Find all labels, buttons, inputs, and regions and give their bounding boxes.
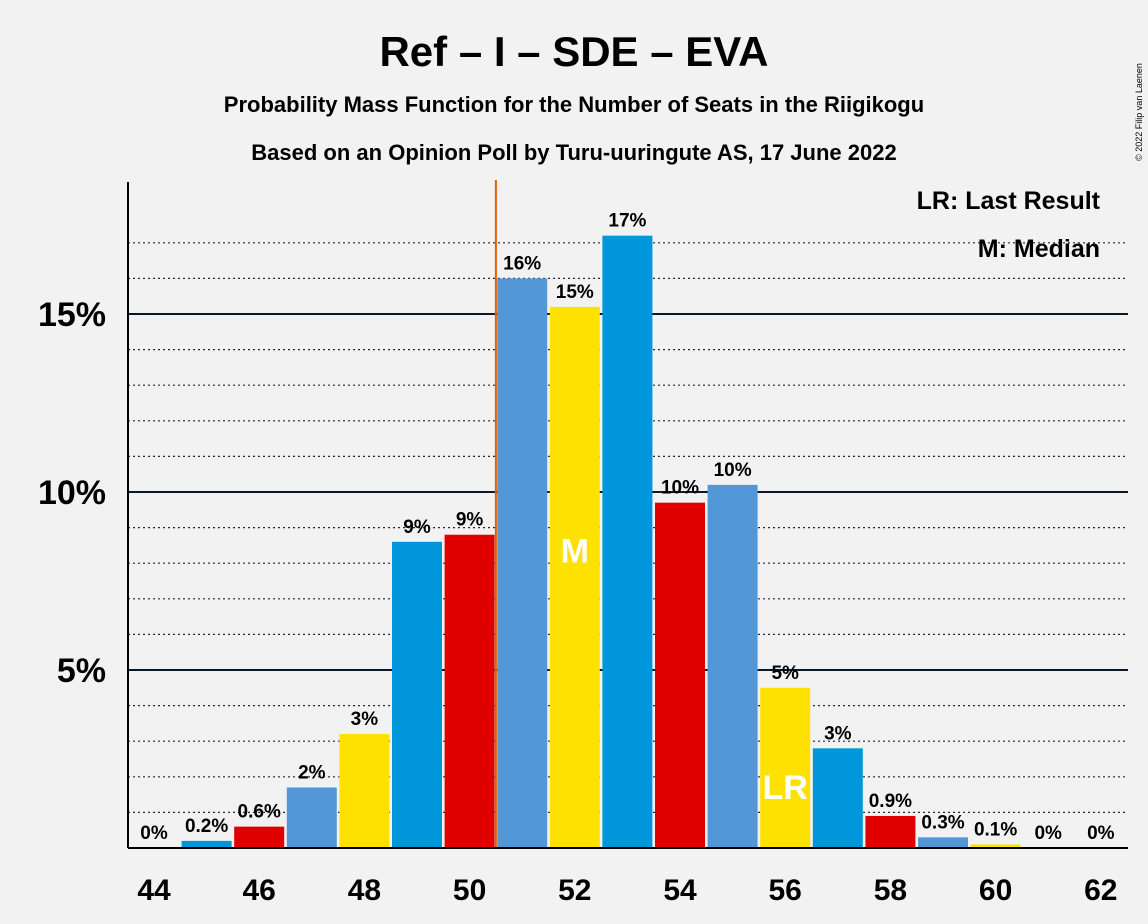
x-tick-label: 62 bbox=[1084, 874, 1117, 907]
value-label-seat-51: 16% bbox=[503, 253, 541, 274]
bar-seat-60 bbox=[970, 844, 1021, 848]
bar-seat-58 bbox=[865, 815, 916, 848]
chart-subtitle-poll: Based on an Opinion Poll by Turu-uuringu… bbox=[251, 140, 896, 165]
bar-seat-53 bbox=[602, 235, 653, 848]
value-label-seat-56: 5% bbox=[771, 663, 799, 684]
value-label-seat-59: 0.3% bbox=[921, 812, 964, 833]
y-tick-label: 5% bbox=[57, 652, 106, 690]
bar-seat-50 bbox=[444, 534, 495, 848]
bars bbox=[181, 235, 1021, 848]
bar-seat-46 bbox=[234, 826, 285, 848]
x-tick-label: 58 bbox=[874, 874, 907, 907]
x-tick-label: 52 bbox=[558, 874, 591, 907]
x-tick-label: 48 bbox=[348, 874, 381, 907]
value-label-seat-44: 0% bbox=[140, 823, 168, 844]
bar-seat-57 bbox=[812, 748, 863, 848]
bar-seat-56 bbox=[760, 687, 811, 848]
value-label-seat-62: 0% bbox=[1087, 823, 1115, 844]
x-tick-label: 56 bbox=[769, 874, 802, 907]
bar-seat-49 bbox=[392, 541, 442, 848]
value-label-seat-45: 0.2% bbox=[185, 816, 228, 837]
y-tick-label: 10% bbox=[38, 474, 106, 512]
value-label-seat-54: 10% bbox=[661, 478, 699, 499]
x-tick-label: 60 bbox=[979, 874, 1012, 907]
x-tick-label: 44 bbox=[137, 874, 171, 907]
value-label-seat-50: 9% bbox=[456, 510, 484, 531]
legend-median: M: Median bbox=[978, 235, 1100, 263]
value-label-seat-48: 3% bbox=[351, 709, 379, 730]
y-tick-label: 15% bbox=[38, 296, 106, 334]
bar-seat-47 bbox=[286, 787, 337, 848]
copyright-credit: © 2022 Filip van Laenen bbox=[1134, 63, 1144, 161]
value-labels: 0% 0.2% 0.6% 2% 3% 9% 9% 16% 15% 17% 10% 10% 5% 3% 0.9… bbox=[140, 211, 1114, 844]
value-label-seat-47: 2% bbox=[298, 762, 326, 783]
chart-subtitle-method: Probability Mass Function for the Number… bbox=[224, 92, 924, 117]
value-label-seat-52: 15% bbox=[556, 282, 594, 303]
bar-seat-51 bbox=[497, 278, 548, 848]
bar-seat-48 bbox=[339, 734, 390, 848]
bar-seat-59 bbox=[918, 837, 968, 848]
x-tick-label: 54 bbox=[663, 874, 697, 907]
median-marker: M bbox=[561, 532, 589, 570]
legend-last-result: LR: Last Result bbox=[917, 187, 1101, 215]
value-label-seat-55: 10% bbox=[714, 460, 752, 481]
bar-seat-55 bbox=[707, 484, 758, 848]
chart-title: Ref – I – SDE – EVA bbox=[379, 28, 768, 75]
last-result-marker: LR bbox=[763, 769, 808, 807]
bar-seat-45 bbox=[181, 840, 232, 848]
value-label-seat-57: 3% bbox=[824, 723, 852, 744]
x-tick-label: 46 bbox=[243, 874, 276, 907]
bar-seat-54 bbox=[655, 502, 705, 848]
axes: 5% 10% 15% 44 46 48 50 52 54 56 58 60 62 bbox=[38, 180, 1128, 907]
value-label-seat-61: 0% bbox=[1034, 823, 1062, 844]
value-label-seat-58: 0.9% bbox=[869, 791, 912, 812]
value-label-seat-49: 9% bbox=[403, 517, 431, 538]
value-label-seat-53: 17% bbox=[608, 211, 646, 232]
value-label-seat-46: 0.6% bbox=[238, 802, 281, 823]
value-label-seat-60: 0.1% bbox=[974, 819, 1017, 840]
bar-seat-52 bbox=[549, 306, 600, 848]
x-tick-label: 50 bbox=[453, 874, 486, 907]
